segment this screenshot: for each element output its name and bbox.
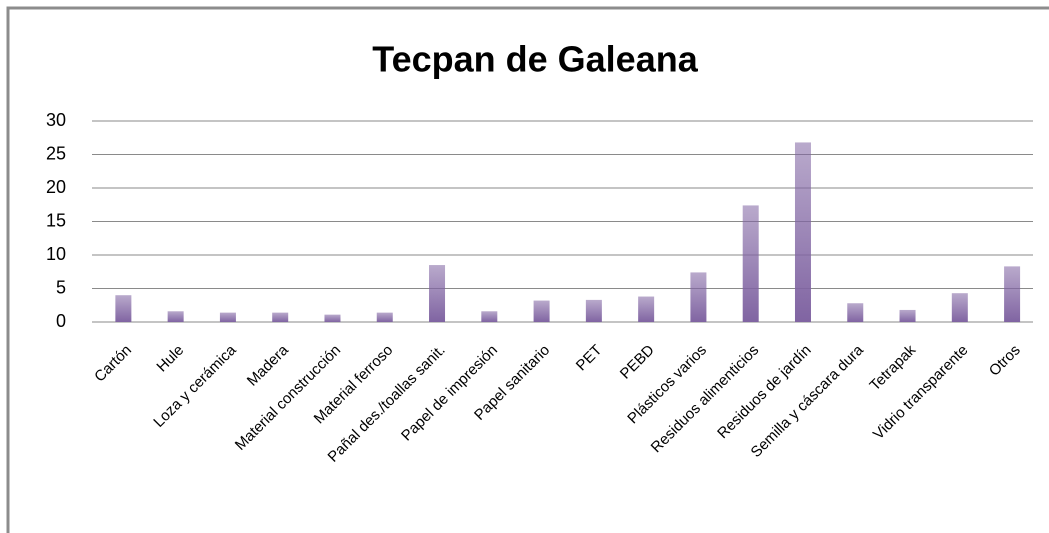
bar [481, 311, 498, 322]
bar [324, 314, 341, 322]
y-tick-label: 25 [46, 143, 66, 163]
bar [219, 312, 236, 322]
bar [115, 295, 132, 322]
y-tick-label: 0 [56, 311, 66, 331]
chart-title: Tecpan de Galeana [372, 39, 698, 80]
bar [951, 293, 968, 322]
bar [167, 311, 184, 322]
bar [794, 142, 811, 322]
y-tick-label: 5 [56, 277, 66, 297]
y-tick-label: 10 [46, 244, 66, 264]
bar [899, 309, 916, 322]
bar [742, 205, 759, 322]
chart-frame [6, 6, 1049, 533]
bar [1004, 266, 1021, 322]
bar [533, 300, 550, 322]
bar [690, 272, 707, 322]
y-tick-label: 15 [46, 210, 66, 230]
bar [847, 303, 864, 322]
bar [376, 312, 393, 322]
y-tick-label: 20 [46, 177, 66, 197]
bar [272, 312, 289, 322]
bar [429, 265, 446, 322]
bar [585, 299, 602, 322]
bar [638, 296, 655, 322]
y-tick-label: 30 [46, 110, 66, 130]
